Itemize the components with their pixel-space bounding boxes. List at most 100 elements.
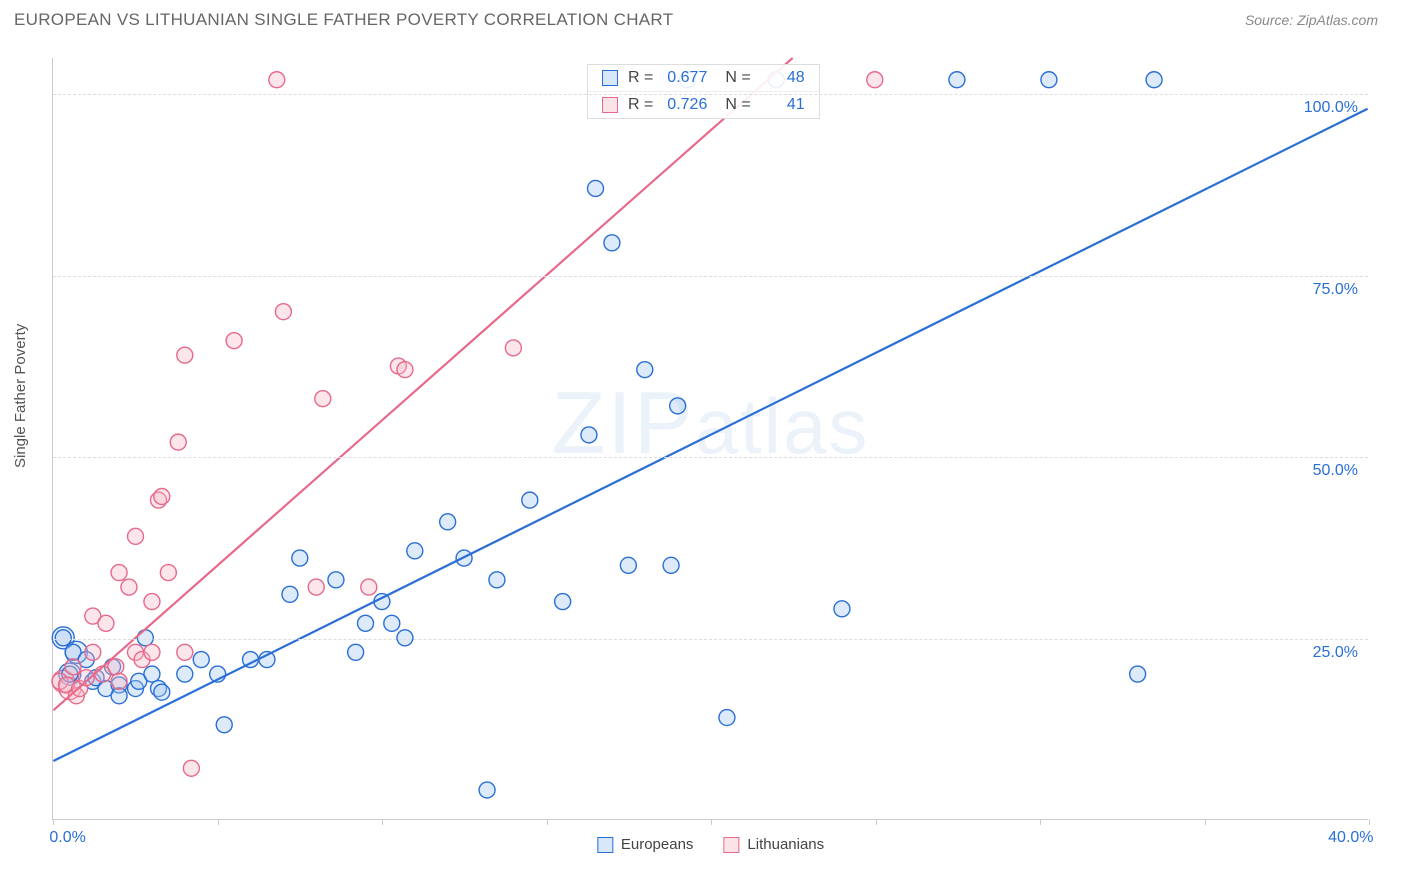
stats-row: R = 0.677 N = 48 [588, 65, 819, 92]
scatter-point [216, 717, 232, 733]
trend-line [53, 58, 792, 710]
scatter-point [397, 362, 413, 378]
legend-item: Europeans [597, 836, 694, 853]
gridline [53, 639, 1368, 640]
scatter-point [183, 760, 199, 776]
scatter-point [282, 586, 298, 602]
scatter-point [620, 557, 636, 573]
page-title: EUROPEAN VS LITHUANIAN SINGLE FATHER POV… [14, 10, 673, 30]
scatter-point [670, 398, 686, 414]
legend-label: Lithuanians [747, 836, 824, 853]
x-tick [876, 819, 877, 825]
scatter-point [85, 644, 101, 660]
scatter-point [65, 659, 81, 675]
plot-area: ZIPatlas R =0.677N =48R =0.726N =41 Euro… [52, 58, 1368, 820]
chart-container: Single Father Poverty ZIPatlas R =0.677N… [34, 48, 1382, 858]
scatter-point [144, 594, 160, 610]
scatter-point [440, 514, 456, 530]
stat-r-value: 0.677 [663, 69, 707, 87]
y-tick-label: 75.0% [1313, 281, 1358, 299]
source-attribution: Source: ZipAtlas.com [1245, 12, 1378, 28]
stat-r-value: 0.726 [663, 96, 707, 114]
y-tick-label: 100.0% [1304, 99, 1358, 117]
scatter-point [269, 72, 285, 88]
scatter-point [160, 565, 176, 581]
scatter-point [144, 644, 160, 660]
scatter-point [384, 615, 400, 631]
x-tick [547, 819, 548, 825]
scatter-point [292, 550, 308, 566]
stat-r-label: R = [628, 96, 653, 114]
scatter-point [479, 782, 495, 798]
scatter-point [834, 601, 850, 617]
scatter-point [177, 666, 193, 682]
scatter-point [358, 615, 374, 631]
stat-n-label: N = [725, 69, 750, 87]
stat-n-label: N = [725, 96, 750, 114]
gridline [53, 94, 1368, 95]
scatter-point [588, 180, 604, 196]
scatter-point [555, 594, 571, 610]
scatter-svg [53, 58, 1368, 819]
scatter-point [489, 572, 505, 588]
scatter-point [177, 644, 193, 660]
scatter-point [111, 673, 127, 689]
legend-swatch [723, 837, 739, 853]
x-tick [1205, 819, 1206, 825]
scatter-point [170, 434, 186, 450]
scatter-point [867, 72, 883, 88]
x-tick-label: 40.0% [1328, 829, 1373, 847]
x-tick [1369, 819, 1370, 825]
scatter-point [407, 543, 423, 559]
scatter-point [226, 333, 242, 349]
scatter-point [581, 427, 597, 443]
legend-swatch [597, 837, 613, 853]
legend-item: Lithuanians [723, 836, 824, 853]
x-tick [218, 819, 219, 825]
x-tick [382, 819, 383, 825]
scatter-point [522, 492, 538, 508]
stat-n-value: 41 [761, 96, 805, 114]
scatter-point [193, 652, 209, 668]
scatter-point [1146, 72, 1162, 88]
scatter-point [1130, 666, 1146, 682]
scatter-point [121, 579, 137, 595]
scatter-point [604, 235, 620, 251]
legend-label: Europeans [621, 836, 694, 853]
scatter-point [98, 615, 114, 631]
y-tick-label: 25.0% [1313, 644, 1358, 662]
stat-r-label: R = [628, 69, 653, 87]
scatter-point [111, 565, 127, 581]
gridline [53, 457, 1368, 458]
scatter-point [949, 72, 965, 88]
scatter-point [505, 340, 521, 356]
scatter-point [348, 644, 364, 660]
scatter-point [275, 304, 291, 320]
scatter-point [111, 688, 127, 704]
x-tick [711, 819, 712, 825]
scatter-point [154, 488, 170, 504]
scatter-point [719, 710, 735, 726]
x-tick [1040, 819, 1041, 825]
scatter-point [328, 572, 344, 588]
stats-row: R = 0.726 N = 41 [588, 92, 819, 118]
y-axis-label: Single Father Poverty [12, 324, 29, 468]
stat-n-value: 48 [761, 69, 805, 87]
series-swatch [602, 97, 618, 113]
scatter-point [315, 391, 331, 407]
scatter-point [154, 684, 170, 700]
stats-legend-box: R = 0.677 N = 48 R = 0.726 N = 41 [587, 64, 820, 119]
y-tick-label: 50.0% [1313, 462, 1358, 480]
x-tick-label: 0.0% [49, 829, 85, 847]
x-tick [53, 819, 54, 825]
legend-bottom: Europeans Lithuanians [597, 836, 824, 853]
scatter-point [144, 666, 160, 682]
gridline [53, 276, 1368, 277]
scatter-point [308, 579, 324, 595]
scatter-point [637, 362, 653, 378]
scatter-point [1041, 72, 1057, 88]
series-swatch [602, 70, 618, 86]
scatter-point [177, 347, 193, 363]
scatter-point [128, 528, 144, 544]
scatter-point [663, 557, 679, 573]
